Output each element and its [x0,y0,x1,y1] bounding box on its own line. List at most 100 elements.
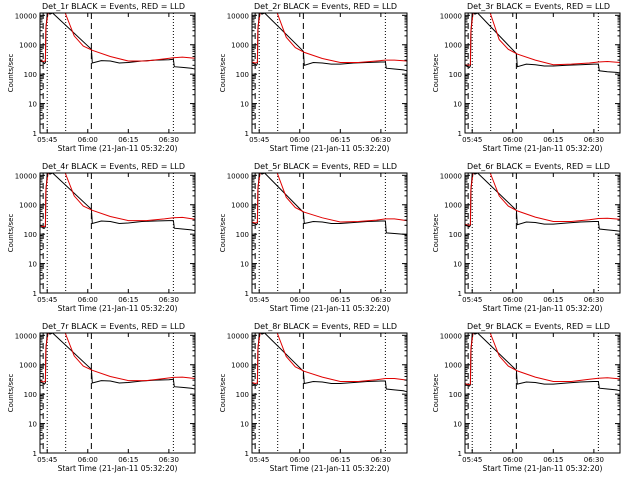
y-tick-label: 10000 [440,332,462,340]
y-axis-label: Counts/sec [219,54,227,93]
x-tick-label: 06:00 [503,136,523,144]
x-tick-label: 06:30 [159,456,179,464]
x-tick-label: 06:30 [371,456,391,464]
plot-area [252,333,407,453]
x-axis-label: Start Time (21-Jan-11 05:32:20) [483,464,603,473]
plot-frame [464,172,621,294]
panel-title: Det_6r BLACK = Events, RED = LLD [467,162,610,171]
x-tick-label: 06:00 [78,456,98,464]
detector-panel-3: 1 10 100 1000 10000 05:45 06:00 06:15 06:30 Det_3… [432,2,621,153]
plot-frame [251,12,408,134]
x-axis-label: Start Time (21-Jan-11 05:32:20) [58,144,178,153]
series-line-lld [252,13,407,64]
x-tick-label: 06:00 [503,456,523,464]
x-axis-label: Start Time (21-Jan-11 05:32:20) [483,144,603,153]
series-line-lld [40,333,195,383]
panel-title: Det_4r BLACK = Events, RED = LLD [42,162,185,171]
panel-title: Det_7r BLACK = Events, RED = LLD [42,322,185,331]
detector-panel-8: 1 10 100 1000 10000 05:45 06:00 06:15 06:30 Det_8… [219,322,408,473]
x-tick-label: 06:30 [159,136,179,144]
plot-area [40,13,195,133]
x-tick-label: 06:00 [290,456,310,464]
plot-area [252,13,407,133]
series-line-events [252,13,407,72]
x-tick-label: 06:15 [330,136,350,144]
x-tick-label: 06:30 [584,456,604,464]
x-tick-label: 06:30 [584,296,604,304]
y-axis-label: Counts/sec [219,374,227,413]
y-tick-label: 1 [458,290,462,298]
plot-area [40,333,195,453]
y-tick-label: 1 [458,450,462,458]
y-tick-label: 1000 [19,42,37,50]
y-tick-label: 10 [28,101,37,109]
panel-title: Det_5r BLACK = Events, RED = LLD [254,162,397,171]
x-tick-label: 06:00 [290,136,310,144]
y-tick-label: 10 [453,421,462,429]
y-tick-label: 1000 [19,202,37,210]
plot-frame [39,12,196,134]
y-tick-label: 100 [24,231,37,239]
x-tick-label: 06:15 [118,136,138,144]
x-tick-label: 06:00 [290,296,310,304]
panel-title: Det_1r BLACK = Events, RED = LLD [42,2,185,11]
x-tick-label: 06:15 [543,136,563,144]
y-tick-label: 100 [236,391,249,399]
y-tick-label: 10 [453,101,462,109]
x-axis-label: Start Time (21-Jan-11 05:32:20) [58,304,178,313]
y-tick-label: 1000 [444,202,462,210]
y-tick-label: 10000 [15,172,37,180]
x-tick-label: 06:30 [159,296,179,304]
y-tick-label: 1 [33,450,37,458]
x-tick-label: 06:00 [78,136,98,144]
series-line-events [465,13,620,74]
series-line-events [40,13,195,70]
x-tick-label: 06:15 [330,456,350,464]
y-tick-label: 1000 [19,362,37,370]
series-line-events [40,333,195,390]
plot-area [252,173,407,293]
x-tick-label: 05:45 [37,296,57,304]
y-tick-label: 10 [240,421,249,429]
plot-frame [251,332,408,454]
detector-panel-6: 1 10 100 1000 10000 05:45 06:00 06:15 06:30 Det_6… [432,162,621,313]
y-tick-label: 10000 [15,332,37,340]
x-tick-label: 06:15 [543,456,563,464]
y-tick-label: 1000 [231,202,249,210]
plot-frame [39,172,196,294]
y-tick-label: 100 [24,71,37,79]
x-tick-label: 05:45 [249,136,269,144]
panel-title: Det_3r BLACK = Events, RED = LLD [467,2,610,11]
x-tick-label: 06:30 [584,136,604,144]
y-tick-label: 100 [236,71,249,79]
y-tick-label: 10 [240,101,249,109]
plot-frame [251,172,408,294]
plot-frame [464,332,621,454]
series-line-lld [465,13,620,66]
panel-title: Det_8r BLACK = Events, RED = LLD [254,322,397,331]
y-tick-label: 100 [449,391,462,399]
series-line-events [465,333,620,392]
series-line-lld [465,173,620,226]
y-tick-label: 1 [33,130,37,138]
x-tick-label: 05:45 [462,136,482,144]
series-line-lld [465,333,620,386]
y-tick-label: 1000 [231,362,249,370]
y-tick-label: 10000 [440,172,462,180]
x-tick-label: 06:15 [330,296,350,304]
x-tick-label: 05:45 [249,456,269,464]
x-axis-label: Start Time (21-Jan-11 05:32:20) [270,464,390,473]
y-tick-label: 10000 [440,12,462,20]
panel-title: Det_9r BLACK = Events, RED = LLD [467,322,610,331]
series-line-events [252,333,407,393]
x-tick-label: 05:45 [462,296,482,304]
detector-panel-4: 1 10 100 1000 10000 05:45 06:00 06:15 06:30 Det_4… [7,162,196,313]
x-tick-label: 05:45 [462,456,482,464]
y-axis-label: Counts/sec [432,374,440,413]
detector-panel-7: 1 10 100 1000 10000 05:45 06:00 06:15 06:30 Det_7… [7,322,196,473]
y-tick-label: 100 [236,231,249,239]
series-line-lld [252,333,407,385]
detector-panel-5: 1 10 100 1000 10000 05:45 06:00 06:15 06:30 Det_5… [219,162,408,313]
series-line-lld [40,13,195,63]
x-tick-label: 05:45 [249,296,269,304]
